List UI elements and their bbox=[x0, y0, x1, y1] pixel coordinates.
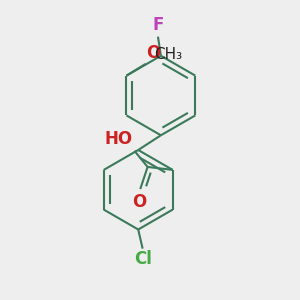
Text: O: O bbox=[132, 193, 146, 211]
Text: Cl: Cl bbox=[134, 250, 152, 268]
Text: CH₃: CH₃ bbox=[154, 47, 183, 62]
Text: O: O bbox=[146, 44, 160, 62]
Text: F: F bbox=[152, 16, 164, 34]
Text: HO: HO bbox=[105, 130, 133, 148]
